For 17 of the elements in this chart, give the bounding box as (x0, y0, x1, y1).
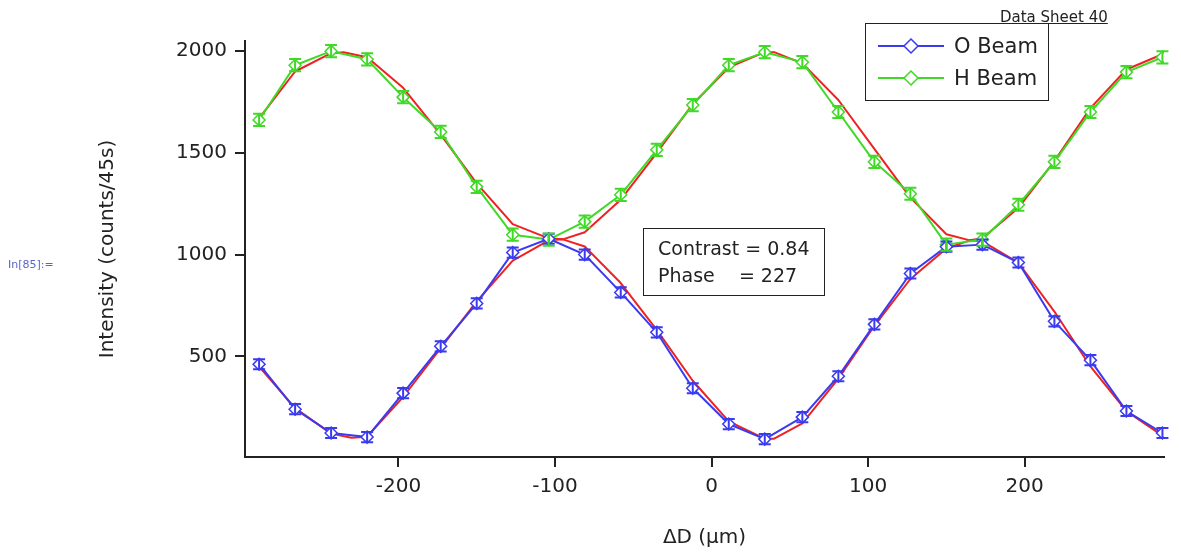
x-tick-label: 0 (705, 473, 718, 498)
y-tick-label: 1000 (176, 240, 227, 265)
y-axis-title: Intensity (counts/45s) (94, 139, 119, 359)
x-tick-label: -200 (375, 473, 422, 498)
legend-label: O Beam (954, 34, 1038, 58)
text: In[85]:= (8, 258, 54, 271)
x-axis-title: ΔD (μm) (662, 524, 747, 549)
x-tick-label: -100 (532, 473, 578, 498)
y-tick-label: 2000 (176, 37, 227, 62)
legend-label: H Beam (954, 66, 1038, 90)
y-tick-label: 500 (188, 342, 227, 367)
y-tick-label: 1500 (176, 139, 227, 164)
annotation: Phase = 227 (658, 263, 799, 288)
x-tick-label: 100 (849, 473, 888, 498)
text: Data Sheet 40 (1000, 8, 1108, 26)
annotation: Contrast = 0.84 (658, 236, 810, 261)
x-tick-label: 200 (1005, 473, 1044, 498)
